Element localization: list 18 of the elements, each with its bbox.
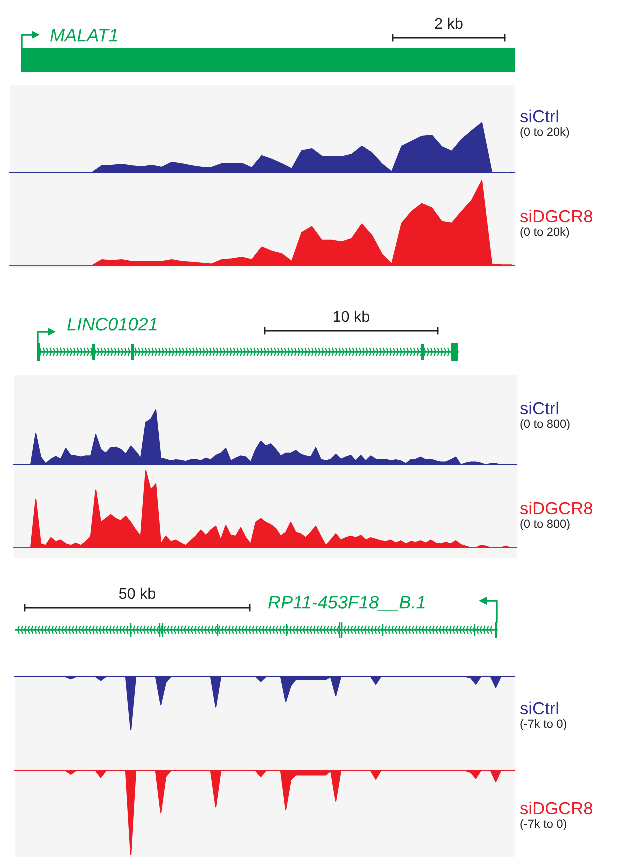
text: 10 kb: [334, 310, 370, 322]
text: (-7k to 0): [520, 819, 566, 830]
text: (0 to 800): [520, 420, 570, 430]
text: 2 kb: [435, 18, 463, 30]
text: MALAT1: [50, 29, 118, 42]
series-label: siDGCR8: [520, 802, 593, 815]
text: (0 to 800): [520, 519, 570, 530]
text: (0 to 20k): [520, 128, 570, 138]
text: 50 kb: [119, 588, 156, 600]
text: (0 to 20k): [520, 228, 570, 238]
text: LINC01021: [68, 318, 157, 331]
text: (-7k to 0): [520, 719, 566, 730]
series-label: siDGCR8: [520, 502, 593, 515]
text: siCtrl: [520, 110, 558, 123]
text: RP11-453F18__B.1: [268, 596, 425, 611]
text: siCtrl: [520, 402, 558, 415]
series-label: siDGCR8: [520, 210, 593, 223]
series-label: siCtrl: [520, 702, 558, 715]
